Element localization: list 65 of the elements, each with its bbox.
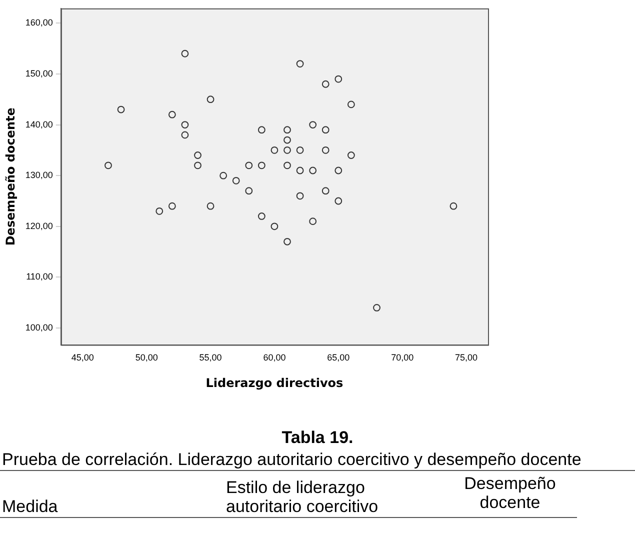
point (296, 166, 304, 174)
point (334, 197, 342, 205)
text: Tabla 19. (280, 428, 354, 447)
point (206, 96, 214, 104)
text: Desempeño docente (463, 474, 557, 512)
point (284, 146, 291, 154)
point (309, 218, 317, 226)
point (156, 207, 164, 215)
y-tick-label: 130,00 (25, 170, 53, 180)
point (181, 121, 189, 128)
point (296, 146, 304, 154)
point (194, 162, 202, 170)
point (347, 152, 355, 159)
point (270, 222, 278, 230)
point (245, 187, 253, 195)
y-tick-label: 140,00 (25, 119, 53, 130)
point (232, 176, 240, 184)
x-tick-label: 65,00 (327, 352, 350, 363)
x-tick-label: 50,00 (135, 352, 158, 363)
point (284, 162, 291, 170)
point (284, 136, 291, 144)
point (373, 304, 380, 312)
point (104, 162, 112, 170)
point (220, 172, 228, 180)
x-tick-label: 45,00 (71, 352, 94, 363)
y-tick-label: 150,00 (25, 68, 53, 78)
text: Medida (2, 497, 59, 516)
point (206, 202, 214, 210)
point (347, 100, 355, 108)
point (322, 146, 330, 154)
x-tick-label: 75,00 (454, 352, 478, 363)
point (117, 106, 125, 114)
point (309, 166, 317, 174)
x-axis-title: Liderazgo directivos (206, 376, 344, 390)
point (284, 238, 291, 246)
point (258, 212, 266, 220)
x-tick-label: 55,00 (199, 352, 222, 363)
point (245, 162, 253, 170)
point (168, 202, 176, 210)
point (334, 75, 342, 83)
x-tick-label: 60,00 (263, 352, 286, 363)
point (258, 162, 266, 170)
point (322, 126, 330, 134)
y-tick-label: 120,00 (25, 220, 53, 231)
y-tick-label: 160,00 (25, 18, 53, 28)
point (296, 60, 304, 68)
x-tick-label: 70,00 (391, 352, 414, 363)
y-tick-label: 100,00 (25, 322, 53, 333)
point (322, 187, 330, 195)
y-tick-label: 110,00 (26, 272, 53, 282)
point (322, 80, 330, 88)
point (296, 192, 304, 200)
point (181, 131, 189, 139)
point (181, 50, 189, 58)
y-axis-title: Desempeño docente (3, 108, 18, 246)
point (258, 126, 266, 134)
text: Estilo de liderazgo autoritario coercitivo (226, 478, 380, 516)
text: Prueba de correlación. Liderazgo autoritario coercitivo y desempeño docente (2, 450, 582, 469)
point (168, 110, 176, 118)
point (309, 121, 317, 128)
point (270, 146, 278, 154)
point (284, 126, 291, 134)
point (334, 166, 342, 174)
point (450, 202, 458, 210)
point (194, 152, 202, 159)
